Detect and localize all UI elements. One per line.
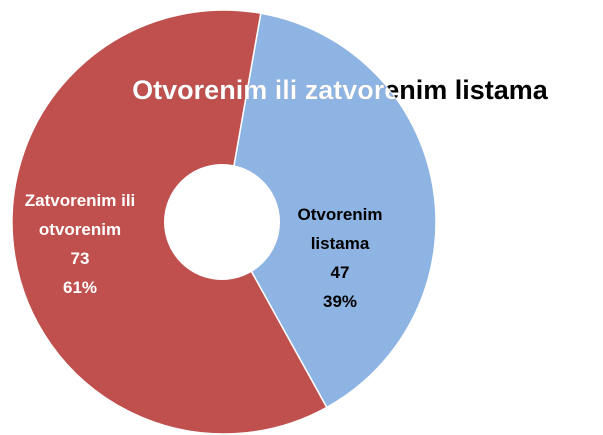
slice <box>223 12 437 409</box>
donut-hole <box>164 164 280 280</box>
slice-label: Otvorenim listama 47 39% <box>275 200 405 316</box>
category-label: Zatvorenim ili otvorenim <box>24 191 136 239</box>
chart-title: Otvorenim ili zatvorenim listama <box>132 75 549 105</box>
slice-label: Zatvorenim ili otvorenim 73 61% <box>5 186 155 302</box>
percent-label: 39% <box>322 292 358 311</box>
value-label: 47 <box>330 263 350 282</box>
category-label: Otvorenim listama <box>297 205 383 253</box>
percent-label: 61% <box>62 278 98 297</box>
value-label: 73 <box>70 249 90 268</box>
